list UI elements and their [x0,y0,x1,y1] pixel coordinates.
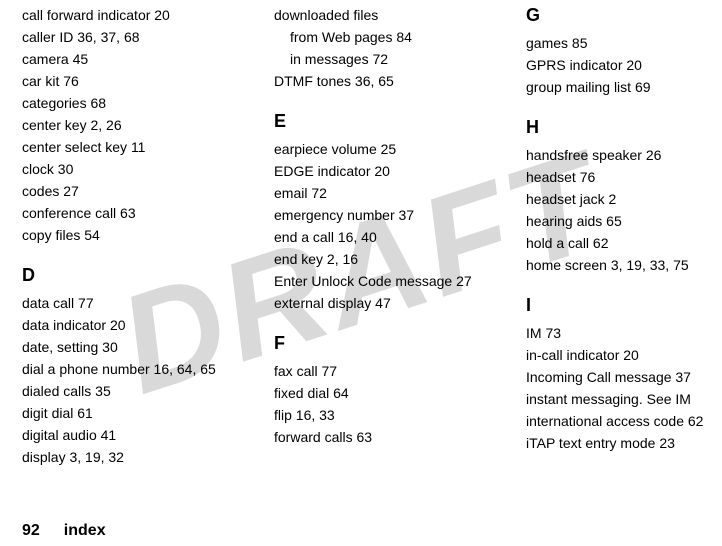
index-heading: H [526,116,703,138]
index-entry: external display 47 [274,292,524,314]
index-entry: center select key 11 [22,136,272,158]
index-heading: G [526,4,703,26]
index-entry: earpiece volume 25 [274,138,524,160]
index-entry: end a call 16, 40 [274,226,524,248]
index-entry: instant messaging. See IM [526,388,703,410]
index-heading: D [22,264,272,286]
index-entry: conference call 63 [22,202,272,224]
index-entry: categories 68 [22,92,272,114]
index-entry: hold a call 62 [526,232,703,254]
index-entry: data call 77 [22,292,272,314]
index-entry: emergency number 37 [274,204,524,226]
index-heading: F [274,332,524,354]
index-entry: end key 2, 16 [274,248,524,270]
index-entry: codes 27 [22,180,272,202]
index-entry: car kit 76 [22,70,272,92]
index-entry: headset 76 [526,166,703,188]
page-number: 92 [22,522,40,539]
index-entry: caller ID 36, 37, 68 [22,26,272,48]
index-entry: GPRS indicator 20 [526,54,703,76]
index-entry: EDGE indicator 20 [274,160,524,182]
index-entry: dial a phone number 16, 64, 65 [22,358,272,380]
index-entry: international access code 62 [526,410,703,432]
index-entry: email 72 [274,182,524,204]
index-column: downloaded filesfrom Web pages 84in mess… [274,4,524,468]
index-entry: digit dial 61 [22,402,272,424]
index-entry: camera 45 [22,48,272,70]
index-entry: call forward indicator 20 [22,4,272,26]
index-entry: handsfree speaker 26 [526,144,703,166]
index-entry: date, setting 30 [22,336,272,358]
index-entry: downloaded files [274,4,524,26]
page-footer: 92 index [22,522,106,540]
index-entry: hearing aids 65 [526,210,703,232]
index-heading: I [526,294,703,316]
index-entry: from Web pages 84 [274,26,524,48]
index-entry: IM 73 [526,322,703,344]
index-entry: Incoming Call message 37 [526,366,703,388]
index-entry: home screen 3, 19, 33, 75 [526,254,703,276]
index-entry: Enter Unlock Code message 27 [274,270,524,292]
index-entry: fax call 77 [274,360,524,382]
index-entry: iTAP text entry mode 23 [526,432,703,454]
index-column: Ggames 85GPRS indicator 20group mailing … [526,4,703,468]
index-entry: clock 30 [22,158,272,180]
index-entry: forward calls 63 [274,426,524,448]
index-entry: in-call indicator 20 [526,344,703,366]
index-entry: data indicator 20 [22,314,272,336]
index-entry: headset jack 2 [526,188,703,210]
index-entry: DTMF tones 36, 65 [274,70,524,92]
index-entry: dialed calls 35 [22,380,272,402]
index-page: call forward indicator 20caller ID 36, 3… [0,0,722,468]
index-entry: fixed dial 64 [274,382,524,404]
index-column: call forward indicator 20caller ID 36, 3… [22,4,272,468]
index-entry: display 3, 19, 32 [22,446,272,468]
index-entry: group mailing list 69 [526,76,703,98]
index-entry: games 85 [526,32,703,54]
index-entry: flip 16, 33 [274,404,524,426]
index-heading: E [274,110,524,132]
index-entry: in messages 72 [274,48,524,70]
index-entry: digital audio 41 [22,424,272,446]
index-entry: center key 2, 26 [22,114,272,136]
index-entry: copy files 54 [22,224,272,246]
footer-section: index [64,522,106,539]
